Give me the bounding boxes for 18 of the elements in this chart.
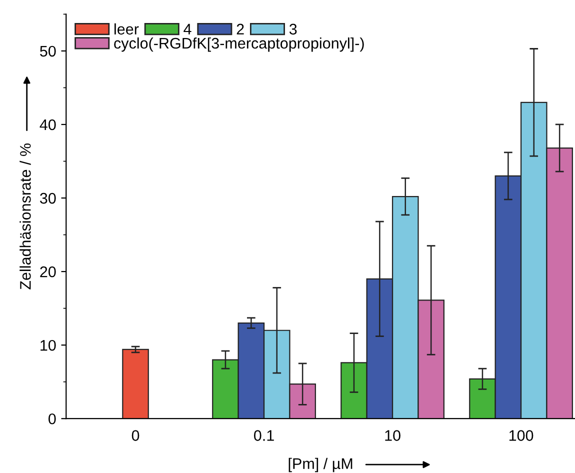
y-axis-title: Zelladhäsionsrate / % [20,143,31,290]
y-tick-label: 0 [48,413,56,424]
x-tick-label: 0 [132,430,140,441]
legend-label: leer [114,23,139,35]
x-tick-label: 0.1 [254,430,274,441]
x-axis-title: [Pm] / µM [288,458,352,472]
legend-label: 4 [184,24,192,34]
y-tick-label: 10 [40,340,56,351]
legend-label: 2 [236,24,244,34]
x-tick-label: 100 [509,430,534,441]
bar [122,348,149,419]
y-tick-label: 20 [40,266,56,278]
legend-label: 3 [289,24,297,35]
x-tick-label: 10 [385,430,400,441]
y-tick-label: 50 [40,46,56,57]
y-tick-label: 30 [40,192,56,204]
legend-label: cyclo(-RGDfK[3-mercaptopropionyl]-) [114,37,364,52]
y-tick-label: 40 [40,119,56,130]
